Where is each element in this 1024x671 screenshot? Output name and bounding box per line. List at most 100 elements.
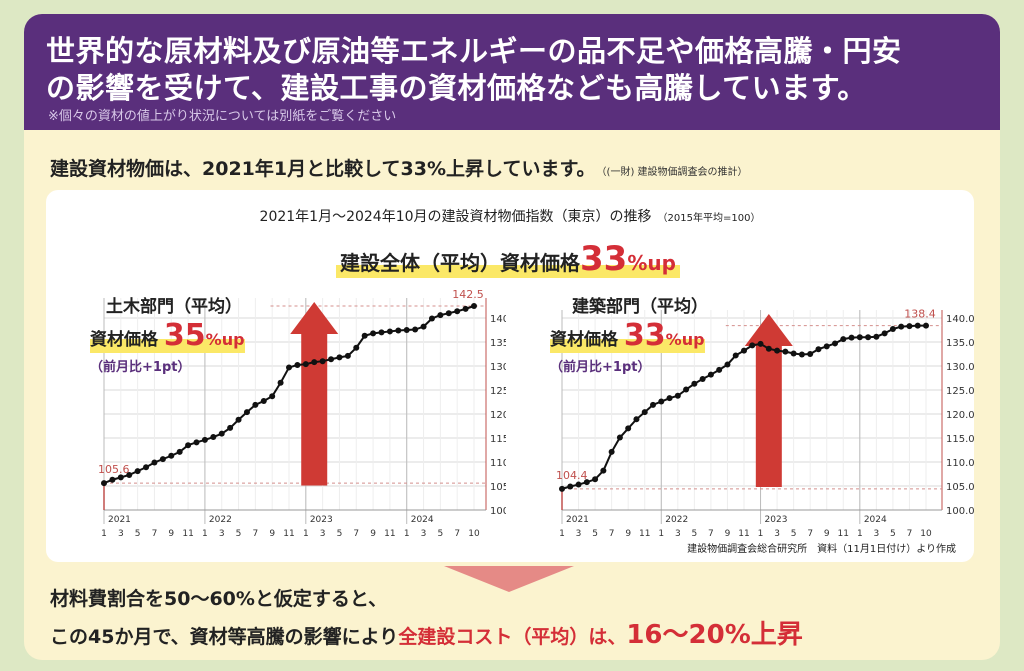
civil-month-label: 1 [303,529,309,539]
civil-data-point [168,452,175,459]
building-year-label: 2022 [665,515,688,525]
building-data-point [641,409,648,416]
civil-month-label: 11 [182,529,193,539]
building-month-label: 5 [592,529,598,539]
civil-data-point [361,332,368,339]
civil-ytick-label: 120.0 [490,410,506,421]
civil-data-point [269,393,276,400]
building-month-label: 7 [609,529,615,539]
civil-month-label: 1 [404,529,410,539]
building-ytick-label: 100.0 [946,506,974,517]
building-month-label: 3 [873,529,879,539]
civil-month-label: 11 [384,529,395,539]
civil-data-point [412,326,419,333]
building-ytick-label: 105.0 [946,482,974,493]
civil-ytick-label: 110.0 [490,458,506,469]
civil-month-label: 7 [454,529,460,539]
civil-data-point [370,330,377,337]
civil-data-point [176,448,183,455]
civil-ytick-label: 140.0 [490,314,506,325]
civil-data-point [319,358,326,365]
panel-title-base: （2015年平均=100） [657,213,761,224]
building-data-point [815,346,822,353]
civil-ytick-label: 130.0 [490,362,506,373]
building-data-point [889,326,896,333]
info-card: 世界的な原材料及び原油等エネルギーの品不足や価格高騰・円安 の影響を受けて、建設… [24,14,1000,660]
civil-suffix: %up [205,330,245,349]
headline-line-1: 世界的な原材料及び原油等エネルギーの品不足や価格高騰・円安 [46,34,902,68]
civil-data-point [117,474,124,481]
civil-data-point [101,480,107,487]
building-data-point [592,476,599,483]
building-year-label: 2021 [566,515,589,525]
building-ytick-label: 130.0 [946,362,974,373]
building-data-point [790,350,797,357]
civil-ytick-label: 115.0 [490,434,506,445]
building-ytick-label: 135.0 [946,338,974,349]
building-up-arrow-icon [744,314,793,487]
civil-data-point [126,471,133,478]
building-data-point [774,347,781,354]
civil-note: （前月比+1pt） [90,360,191,375]
civil-percent: 35 [163,318,206,353]
civil-data-point [286,364,292,371]
civil-month-label: 9 [168,529,174,539]
building-month-label: 1 [758,529,764,539]
building-end-label: 138.4 [904,308,936,321]
civil-up-arrow-icon [290,302,339,486]
building-data-point [881,330,888,337]
panel-title: 2021年1月〜2024年10月の建設資材物価指数（東京）の推移 （2015年平均… [46,206,974,226]
header-banner: 世界的な原材料及び原油等エネルギーの品不足や価格高騰・円安 の影響を受けて、建設… [24,14,1000,130]
building-label-text: 資材価格 [550,330,618,350]
building-start-label: 104.4 [556,469,588,482]
building-data-point [749,342,756,349]
civil-data-point [395,327,402,334]
civil-year-label: 2022 [209,515,232,525]
conclusion-result: 16〜20%上昇 [626,620,803,650]
banner-suffix: %up [627,251,676,275]
building-ytick-label: 125.0 [946,386,974,397]
civil-ytick-label: 105.0 [490,482,506,493]
civil-data-point [143,464,150,471]
building-data-point [716,366,723,373]
civil-month-label: 5 [236,529,242,539]
civil-data-point [193,439,200,446]
building-data-point [633,416,640,423]
building-data-point [873,333,880,340]
civil-month-label: 10 [468,529,480,539]
building-ytick-label: 140.0 [946,314,974,325]
building-month-label: 11 [838,529,849,539]
civil-month-label: 5 [337,529,343,539]
civil-month-label: 11 [283,529,294,539]
civil-data-point [302,361,309,368]
building-month-label: 5 [691,529,697,539]
building-title: 建築部門（平均） [572,297,708,317]
civil-ytick-label: 135.0 [490,338,506,349]
building-month-label: 3 [576,529,582,539]
building-month-label: 9 [824,529,830,539]
conclusion-highlight: 全建設コスト（平均）は、 [398,626,627,648]
civil-label-text: 資材価格 [90,330,158,350]
headline-line-2: の影響を受けて、建設工事の資材価格なども高騰しています。 [46,71,867,105]
building-month-label: 7 [907,529,913,539]
down-arrow-icon [444,566,574,592]
civil-data-point [134,468,141,475]
conclusion-line-2: この45か月で、資材等高騰の影響により全建設コスト（平均）は、16〜20%上昇 [50,614,803,651]
civil-ytick-label: 100.0 [490,506,506,517]
conclusion-text: この45か月で、資材等高騰の影響により [50,626,399,648]
civil-data-point [454,308,461,315]
building-percent: 33 [623,318,666,353]
civil-data-point [109,476,116,483]
civil-data-point [243,409,250,416]
building-data-point [707,371,714,378]
civil-data-point [210,434,217,441]
civil-month-label: 3 [118,529,124,539]
civil-year-label: 2023 [310,515,333,525]
building-month-label: 11 [738,529,749,539]
building-note: （前月比+1pt） [550,360,651,375]
civil-data-point [277,379,284,386]
civil-data-point [311,359,318,366]
building-ytick-label: 120.0 [946,410,974,421]
building-data-point [567,483,574,490]
civil-data-point [235,416,242,423]
